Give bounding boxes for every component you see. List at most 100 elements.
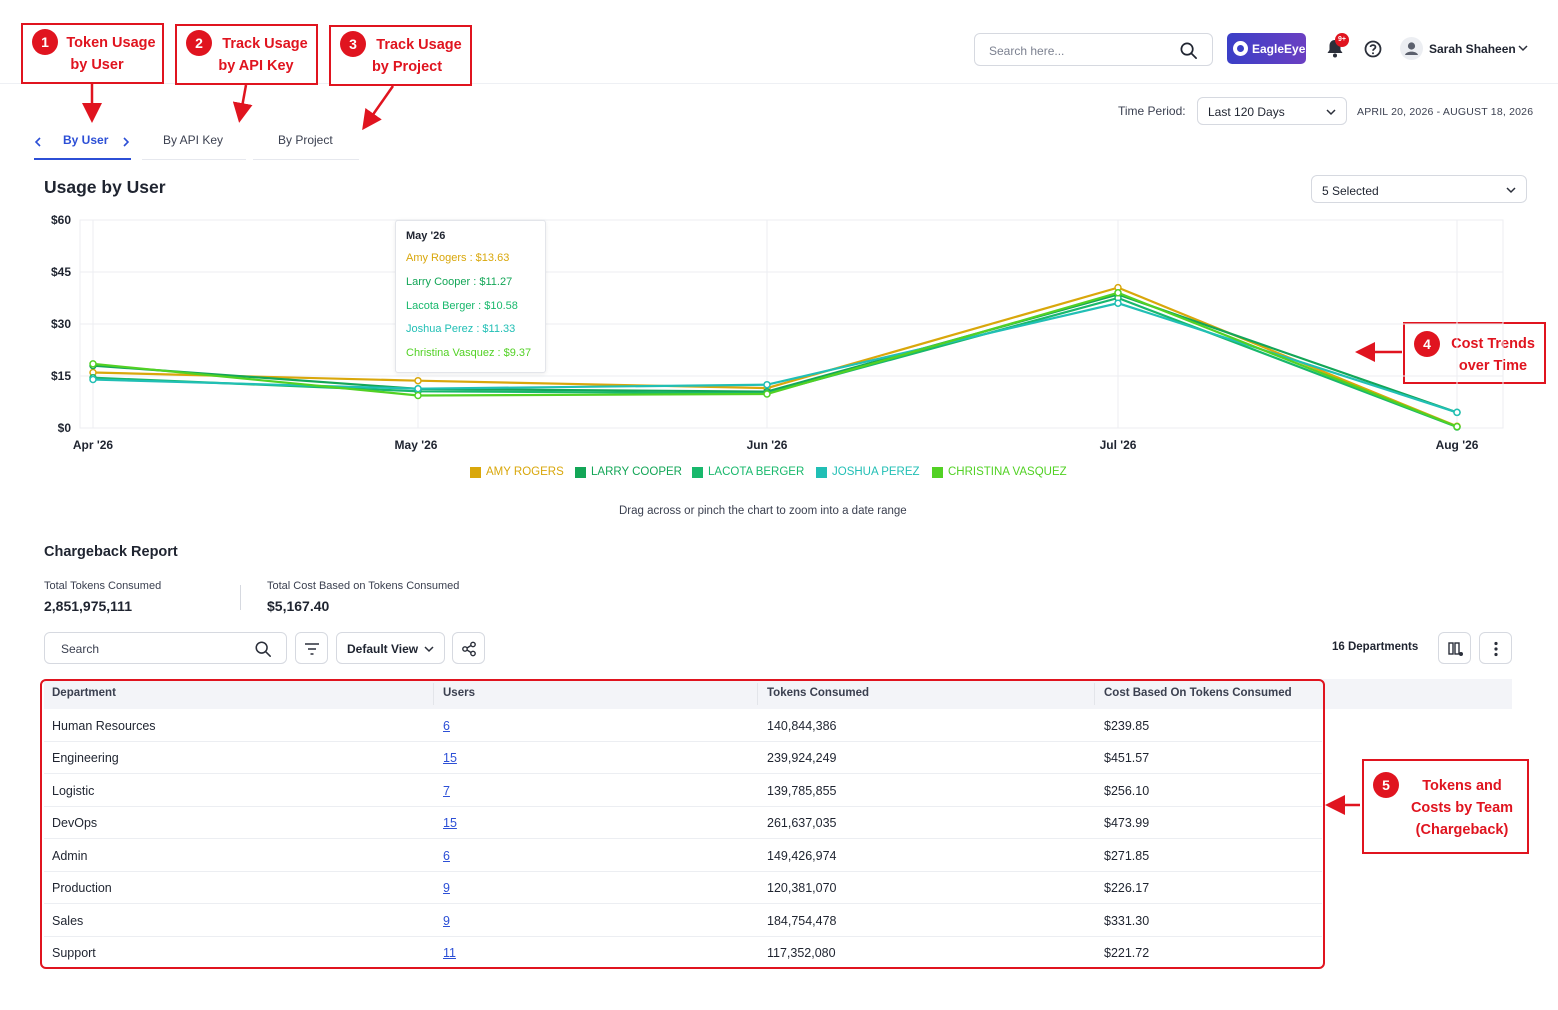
time-period-select[interactable]: Last 120 Days	[1197, 97, 1347, 125]
users-link[interactable]: 7	[443, 784, 450, 798]
users-link[interactable]: 15	[443, 751, 457, 765]
table-search-input[interactable]: Search	[44, 632, 287, 664]
department-cell: Logistic	[52, 784, 95, 798]
data-point	[414, 376, 422, 385]
global-search-input[interactable]: Search here...	[974, 33, 1213, 66]
tokens-cell: 117,352,080	[767, 946, 836, 960]
users-link[interactable]: 11	[443, 946, 456, 960]
tooltip-entry: Lacota Berger : $10.58	[406, 300, 518, 312]
legend-larry-cooper[interactable]: LARRY COOPER	[575, 466, 682, 478]
table-header	[44, 679, 1512, 709]
search-icon[interactable]	[254, 640, 272, 658]
chevron-right-icon[interactable]	[122, 137, 130, 147]
notification-badge: 9+	[1335, 33, 1349, 47]
legend-label: LACOTA BERGER	[708, 466, 805, 478]
total-tokens-value: 2,851,975,111	[44, 598, 132, 614]
table-row[interactable]: Human Resources 6 140,844,386 $239.85	[44, 710, 1322, 742]
table-row[interactable]: Admin 6 149,426,974 $271.85	[44, 840, 1322, 872]
notifications-button[interactable]: 9+	[1326, 33, 1349, 63]
table-row[interactable]: Engineering 15 239,924,249 $451.57	[44, 742, 1322, 774]
data-point	[763, 390, 771, 398]
more-vertical-icon	[1494, 641, 1498, 657]
help-icon	[1364, 40, 1382, 58]
cost-cell: $256.10	[1104, 784, 1150, 798]
eagleeye-button[interactable]: EagleEye	[1227, 33, 1306, 64]
total-cost-value: $5,167.40	[267, 598, 330, 614]
help-button[interactable]	[1364, 40, 1382, 63]
table-row[interactable]: Support 11 117,352,080 $221.72	[44, 937, 1322, 969]
arrow-3	[362, 85, 395, 131]
share-icon	[462, 641, 476, 657]
x-tick-label: Aug '26	[1436, 438, 1479, 452]
y-tick-label: $60	[51, 213, 71, 227]
series-line-joshua-perez	[92, 302, 1458, 414]
tokens-cell: 149,426,974	[767, 849, 837, 863]
total-tokens-label: Total Tokens Consumed	[44, 580, 162, 592]
table-row[interactable]: Sales 9 184,754,478 $331.30	[44, 905, 1322, 937]
table-row[interactable]: DevOps 15 261,637,035 $473.99	[44, 807, 1322, 839]
search-icon[interactable]	[1179, 41, 1198, 60]
view-value: Default View	[347, 642, 419, 656]
share-button[interactable]	[452, 632, 485, 664]
annotation-1: 1 Token Usage by User	[21, 23, 164, 84]
usage-line-chart[interactable]: $0 $15 $30 $45 $60 Apr '26 May '26 Jun '26 Jul '…	[0, 0, 1558, 470]
chevron-down-icon	[1326, 109, 1336, 116]
tab-by-project[interactable]: By Project	[278, 133, 333, 147]
annotation-label: Cost Trends over Time	[1451, 336, 1535, 374]
filter-button[interactable]	[295, 632, 328, 664]
users-link[interactable]: 6	[443, 849, 450, 863]
tooltip-entry: Larry Cooper : $11.27	[406, 276, 513, 288]
legend-label: LARRY COOPER	[591, 466, 682, 478]
legend-label: CHRISTINA VASQUEZ	[948, 466, 1067, 478]
table-search-placeholder: Search	[61, 642, 100, 656]
column-divider	[757, 683, 758, 705]
department-cell: Human Resources	[52, 719, 156, 733]
chevron-down-icon	[1506, 187, 1516, 194]
user-filter-select[interactable]: 5 Selected	[1311, 175, 1527, 203]
table-row[interactable]: Production 9 120,381,070 $226.17	[44, 872, 1322, 904]
usage-title: Usage by User	[44, 177, 166, 197]
legend-lacota-berger[interactable]: LACOTA BERGER	[692, 466, 804, 478]
annotation-number: 2	[186, 30, 212, 56]
columns-button[interactable]	[1438, 632, 1471, 664]
tab-underline	[142, 159, 246, 160]
annotation-label: Tokens and Costs by Team (Chargeback)	[1410, 778, 1514, 838]
chevron-down-icon[interactable]	[1518, 44, 1528, 52]
legend-amy-rogers[interactable]: AMY ROGERS	[470, 466, 564, 478]
tab-by-user[interactable]: By User	[63, 133, 109, 147]
tokens-cell: 184,754,478	[767, 914, 837, 928]
users-link[interactable]: 9	[443, 914, 450, 928]
col-header-users[interactable]: Users	[443, 687, 475, 699]
series-line-christina-vasquez	[92, 291, 1458, 428]
col-header-department[interactable]: Department	[52, 687, 116, 699]
legend-swatch	[932, 467, 943, 478]
zoom-hint: Drag across or pinch the chart to zoom i…	[619, 505, 907, 517]
users-link[interactable]: 15	[443, 816, 457, 830]
x-tick-label: Jul '26	[1100, 438, 1137, 452]
tokens-cell: 261,637,035	[767, 816, 837, 830]
tooltip-entry: Christina Vasquez : $9.37	[406, 347, 532, 359]
department-cell: Sales	[52, 914, 84, 928]
data-point	[414, 384, 422, 393]
more-options-button[interactable]	[1479, 632, 1512, 664]
legend-christina-vasquez[interactable]: CHRISTINA VASQUEZ	[932, 466, 1067, 478]
table-row[interactable]: Logistic 7 139,785,855 $256.10	[44, 775, 1322, 807]
time-period-value: Last 120 Days	[1208, 105, 1285, 119]
col-header-cost[interactable]: Cost Based On Tokens Consumed	[1104, 687, 1292, 699]
tab-underline	[253, 159, 359, 160]
chevron-left-icon[interactable]	[34, 137, 42, 147]
y-tick-label: $0	[58, 421, 72, 435]
annotation-4: 4 Cost Trends over Time	[1403, 322, 1546, 384]
legend-swatch	[470, 467, 481, 478]
cost-cell: $226.17	[1104, 881, 1150, 895]
legend-joshua-perez[interactable]: JOSHUA PEREZ	[816, 466, 920, 478]
avatar[interactable]	[1400, 37, 1423, 60]
col-header-tokens[interactable]: Tokens Consumed	[767, 687, 870, 699]
users-link[interactable]: 9	[443, 881, 450, 895]
view-select[interactable]: Default View	[336, 632, 445, 664]
user-filter-value: 5 Selected	[1322, 184, 1379, 198]
tab-by-api-key[interactable]: By API Key	[163, 133, 224, 147]
users-link[interactable]: 6	[443, 719, 450, 733]
user-name[interactable]: Sarah Shaheen	[1429, 42, 1516, 56]
annotation-3: 3 Track Usage by Project	[329, 25, 472, 86]
